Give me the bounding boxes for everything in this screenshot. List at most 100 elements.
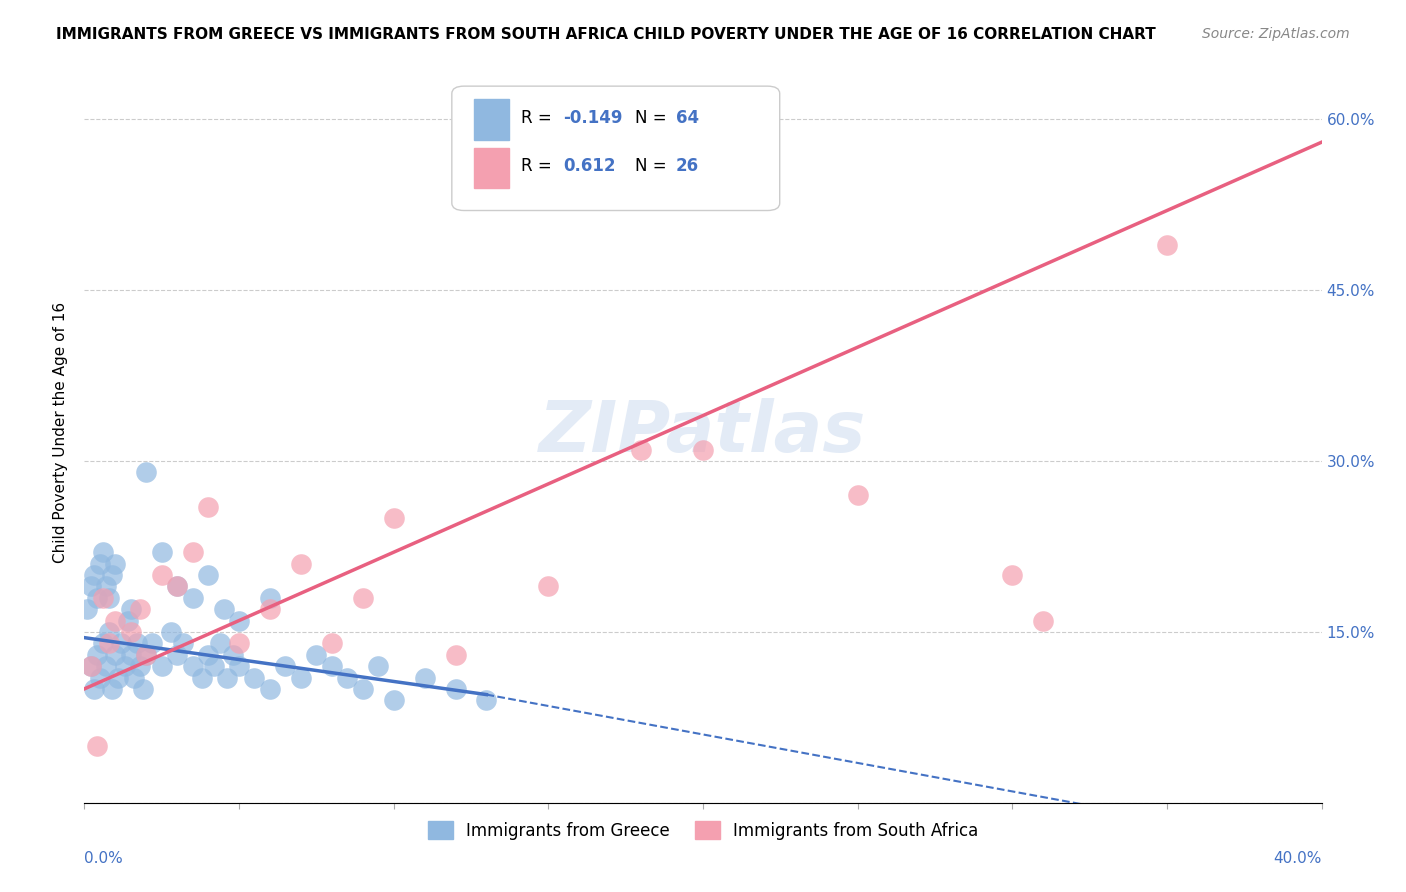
Text: R =: R = <box>522 109 557 127</box>
Point <box>94 659 117 673</box>
Point <box>160 624 183 639</box>
Point <box>274 659 297 673</box>
Point <box>336 671 359 685</box>
Point <box>114 659 136 673</box>
Y-axis label: Child Poverty Under the Age of 16: Child Poverty Under the Age of 16 <box>53 302 69 563</box>
Point <box>1032 614 1054 628</box>
Text: 0.0%: 0.0% <box>84 851 124 865</box>
Point <box>222 648 245 662</box>
Point <box>98 636 121 650</box>
Point <box>91 636 114 650</box>
Point <box>212 602 235 616</box>
Point <box>259 591 281 605</box>
Point <box>89 557 111 571</box>
Point <box>444 681 467 696</box>
Point <box>101 568 124 582</box>
Point <box>290 671 312 685</box>
Point <box>150 545 173 559</box>
Point <box>181 591 204 605</box>
Text: R =: R = <box>522 157 557 175</box>
Point <box>135 648 157 662</box>
Point <box>83 681 105 696</box>
Legend: Immigrants from Greece, Immigrants from South Africa: Immigrants from Greece, Immigrants from … <box>420 814 986 847</box>
Point <box>243 671 266 685</box>
Point <box>122 671 145 685</box>
Point <box>259 681 281 696</box>
Point <box>181 659 204 673</box>
Point <box>86 739 108 753</box>
Point <box>191 671 214 685</box>
Point <box>197 568 219 582</box>
Point <box>215 671 238 685</box>
Bar <box>474 147 509 188</box>
Point <box>382 693 405 707</box>
Point <box>98 591 121 605</box>
Point <box>107 671 129 685</box>
Point <box>104 614 127 628</box>
Point <box>94 579 117 593</box>
Point <box>83 568 105 582</box>
Point <box>79 579 101 593</box>
Point <box>86 591 108 605</box>
Text: 0.612: 0.612 <box>564 157 616 175</box>
FancyBboxPatch shape <box>451 87 780 211</box>
Text: 26: 26 <box>676 157 699 175</box>
Point <box>305 648 328 662</box>
Point <box>132 681 155 696</box>
Point <box>181 545 204 559</box>
Point <box>120 648 142 662</box>
Point <box>166 648 188 662</box>
Point <box>104 557 127 571</box>
Point <box>98 624 121 639</box>
Point <box>172 636 194 650</box>
Point <box>228 636 250 650</box>
Point <box>120 624 142 639</box>
Text: N =: N = <box>636 109 672 127</box>
Point <box>166 579 188 593</box>
Point <box>91 591 114 605</box>
Point <box>125 636 148 650</box>
Point <box>86 648 108 662</box>
Text: N =: N = <box>636 157 672 175</box>
Point <box>89 671 111 685</box>
Bar <box>474 100 509 140</box>
Point <box>475 693 498 707</box>
Point <box>259 602 281 616</box>
Point <box>150 659 173 673</box>
Point <box>1156 237 1178 252</box>
Point <box>209 636 232 650</box>
Point <box>228 614 250 628</box>
Point <box>202 659 225 673</box>
Point <box>76 602 98 616</box>
Text: -0.149: -0.149 <box>564 109 623 127</box>
Point <box>321 636 343 650</box>
Text: Source: ZipAtlas.com: Source: ZipAtlas.com <box>1202 27 1350 41</box>
Point <box>352 681 374 696</box>
Point <box>79 659 101 673</box>
Point <box>444 648 467 662</box>
Point <box>135 466 157 480</box>
Point <box>382 511 405 525</box>
Point <box>1001 568 1024 582</box>
Point <box>846 488 869 502</box>
Point <box>352 591 374 605</box>
Point <box>91 545 114 559</box>
Text: 40.0%: 40.0% <box>1274 851 1322 865</box>
Point <box>630 442 652 457</box>
Point <box>367 659 389 673</box>
Point <box>290 557 312 571</box>
Point <box>228 659 250 673</box>
Point <box>101 681 124 696</box>
Point <box>692 442 714 457</box>
Point <box>321 659 343 673</box>
Point <box>129 659 152 673</box>
Point <box>117 614 139 628</box>
Point <box>413 671 436 685</box>
Point <box>150 568 173 582</box>
Point <box>141 636 163 650</box>
Point <box>166 579 188 593</box>
Point <box>197 648 219 662</box>
Text: IMMIGRANTS FROM GREECE VS IMMIGRANTS FROM SOUTH AFRICA CHILD POVERTY UNDER THE A: IMMIGRANTS FROM GREECE VS IMMIGRANTS FRO… <box>56 27 1156 42</box>
Point <box>110 636 132 650</box>
Point <box>104 648 127 662</box>
